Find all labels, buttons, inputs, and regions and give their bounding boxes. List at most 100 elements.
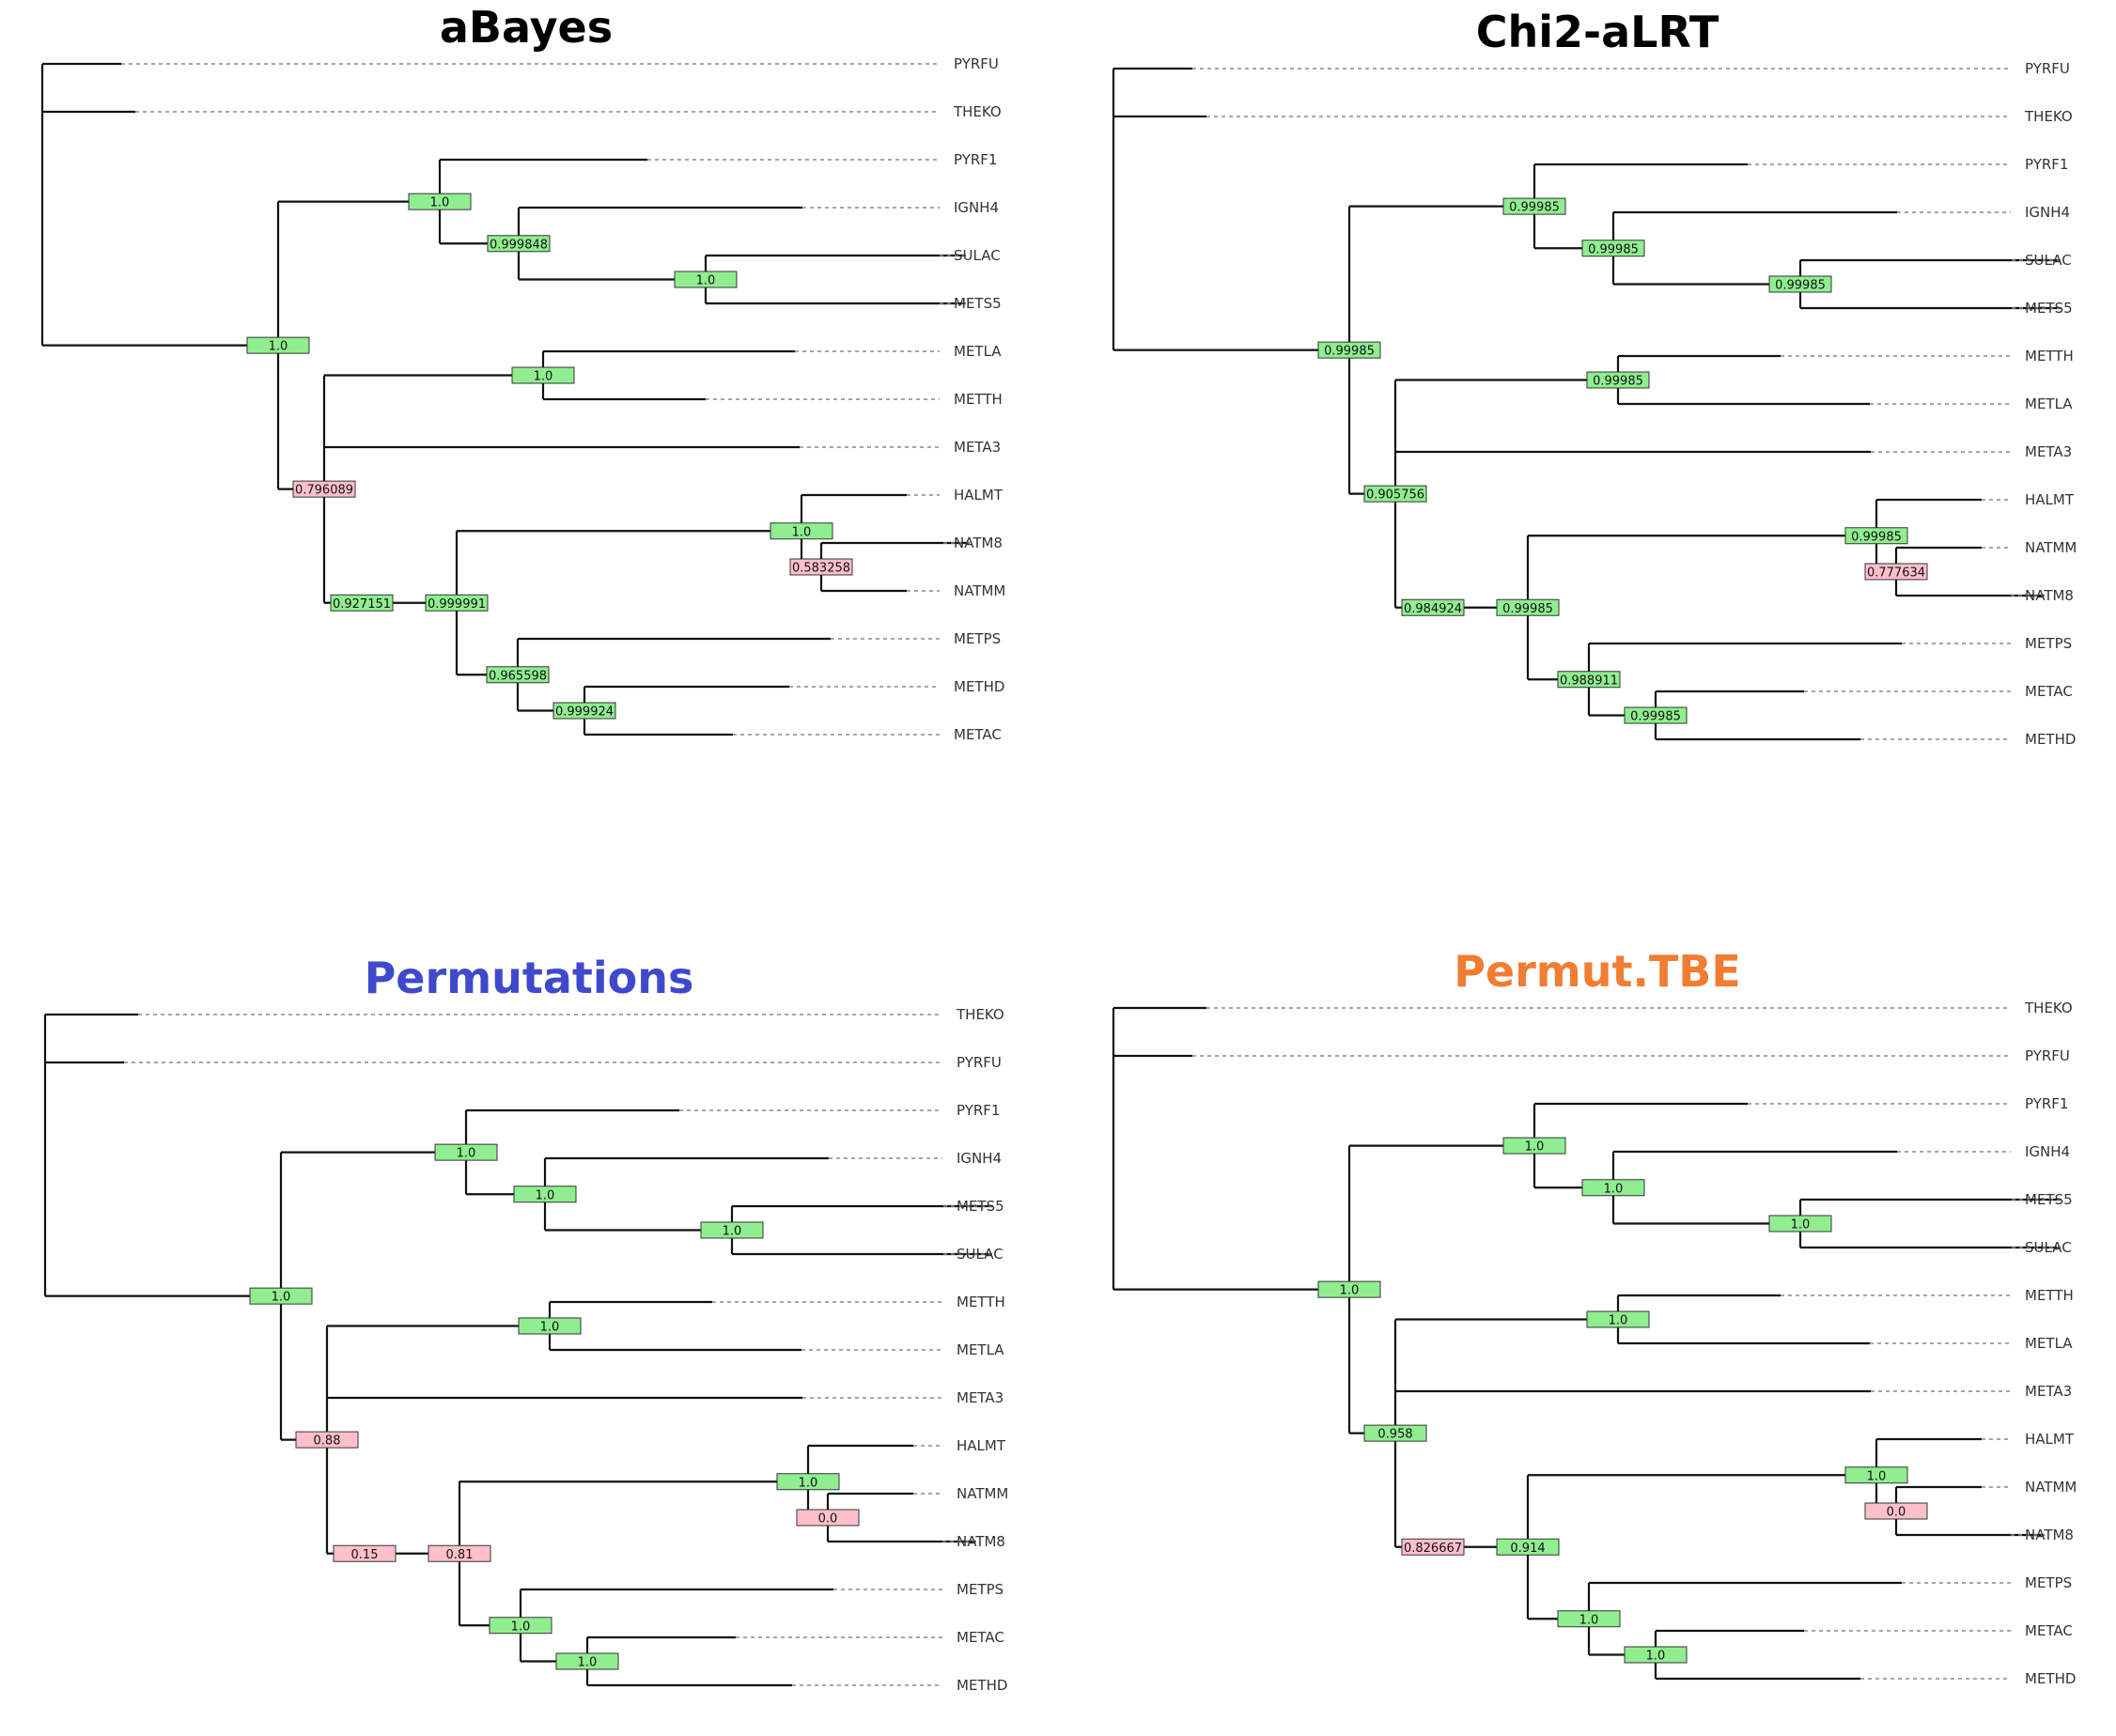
support-badge: 1.0 [518,1317,582,1335]
support-value: 0.958 [1377,1428,1412,1442]
leaf-label: SULAC [2025,252,2072,269]
support-badge: 1.0 [249,1287,313,1305]
support-badge-box [1586,371,1650,389]
support-badge-box [513,1186,577,1203]
support-badges: 1.0 1.0 1.0 1.0 0.0 1.0 1.0 1.0 0.914 0.826667 0.9… [1317,1137,1928,1664]
support-badge-box [1557,671,1621,689]
support-badge: 0.905756 [1363,485,1427,503]
support-badge-box [1844,527,1908,545]
leaf-label: METHD [2025,731,2076,748]
support-badge-box [487,235,551,253]
support-value: 1.0 [792,525,812,539]
support-badge-box [1624,1646,1688,1664]
support-badge: 1.0 [1502,1137,1566,1155]
support-value: 0.99985 [1630,710,1681,724]
support-badge: 0.99985 [1502,197,1566,215]
support-badge: 0.796089 [292,480,356,498]
support-value: 0.88 [314,1434,341,1449]
support-badge-box [408,193,472,210]
support-value: 0.999924 [555,705,614,720]
support-value: 0.81 [446,1548,474,1562]
support-value: 0.826667 [1404,1542,1462,1556]
support-badge-box [1401,1538,1465,1556]
support-value: 1.0 [536,1188,555,1202]
support-badge-box [789,558,853,576]
leaf-label: THEKO [956,1006,1004,1023]
support-badge-box [511,366,575,384]
leaf-label: SULAC [954,247,1001,264]
leaf-label: NATMM [957,1485,1008,1502]
support-badge-box [674,271,738,288]
support-badge: 0.583258 [789,558,853,576]
support-badge: 1.0 [1557,1610,1621,1628]
support-badge-box [489,1617,552,1635]
support-badge: 0.999924 [552,702,616,720]
leaf-label: METHD [954,678,1004,695]
support-badge-box [1844,1466,1908,1484]
tree-panel-chi2-alrt: Chi2-aLRT PYRFU THEKO PYRF1 IGNH4 SULAC METS5 M… [1090,5,2114,775]
support-badge: 0.15 [333,1544,397,1562]
support-badge: 1.0 [674,271,738,288]
support-badge: 1.0 [511,366,575,384]
support-badge: 0.88 [295,1431,359,1449]
support-value: 1.0 [1525,1140,1545,1155]
support-badge-box [555,1652,619,1670]
leaf-label: METTH [2025,348,2074,364]
support-badge-box [776,1473,840,1491]
support-value: 1.0 [723,1225,742,1239]
support-badge: 1.0 [1844,1466,1908,1484]
support-badge: 0.984924 [1401,598,1465,616]
support-badge: 0.99985 [1317,341,1381,359]
leaf-label: HALMT [954,487,1004,504]
support-value: 0.777634 [1867,566,1925,581]
leaf-label: HALMT [2025,491,2075,508]
leaf-label: METTH [2025,1287,2074,1304]
leaf-label: PYRF1 [2025,1095,2068,1112]
support-badge: 0.958 [1363,1424,1427,1442]
leaf-label: NATM8 [957,1533,1005,1550]
leaf-label: METLA [2025,395,2073,412]
support-badge-box [1502,1137,1566,1155]
support-value: 1.0 [1791,1218,1811,1232]
support-value: 1.0 [534,370,553,384]
leaf-label: NATM8 [2025,1527,2074,1543]
leaf-label: METLA [954,343,1002,360]
support-value: 0.99985 [1593,375,1643,389]
leaf-label: NATMM [2025,1479,2077,1496]
support-badge-box [1363,485,1427,503]
tree-permut-tbe-svg: Permut.TBE THEKO PYRFU PYRF1 IGNH4 METS5 SULAC… [1112,946,2077,1687]
support-value: 0.15 [351,1548,379,1562]
support-value: 0.988911 [1560,674,1618,688]
support-badge-box [1624,706,1688,724]
support-badge: 0.99985 [1624,706,1688,724]
support-badges: 1.0 1.0 1.0 1.0 0.0 1.0 1.0 1.0 0.81 0.15 0.88 1.0 [249,1143,860,1670]
support-value: 0.99985 [1502,602,1553,616]
leaf-label: PYRFU [957,1054,1002,1071]
support-badge-box [1496,1538,1560,1556]
leaf-label: NATMM [954,582,1005,599]
support-badge-box [796,1509,860,1527]
tree-branches: THEKO PYRFU PYRF1 IGNH4 METS5 SULAC METTH METLA… [43,1006,1008,1694]
support-badge-box [330,594,394,612]
leaf-label: PYRF1 [2025,156,2068,173]
support-badge: 1.0 [246,336,310,354]
support-badge: 0.99985 [1496,598,1560,616]
leaf-label: PYRF1 [957,1102,1000,1119]
support-badge-box [1502,197,1566,215]
leaf-label: METTH [957,1294,1005,1310]
support-value: 0.914 [1510,1542,1545,1556]
support-badge-box [292,480,356,498]
leaf-label: PYRF1 [954,151,997,168]
support-badge-box [249,1287,313,1305]
support-badge: 1.0 [555,1652,619,1670]
support-badge-box [428,1544,491,1562]
support-value: 0.984924 [1404,602,1462,616]
support-badge-box [1581,1179,1645,1197]
support-badge-box [1401,598,1465,616]
support-badge-box [1317,1280,1381,1298]
support-badge-box [1864,563,1928,581]
support-badge: 1.0 [408,193,472,210]
support-badge: 0.99985 [1581,240,1645,257]
support-badge-box [1586,1310,1650,1328]
support-value: 0.927151 [333,597,391,612]
